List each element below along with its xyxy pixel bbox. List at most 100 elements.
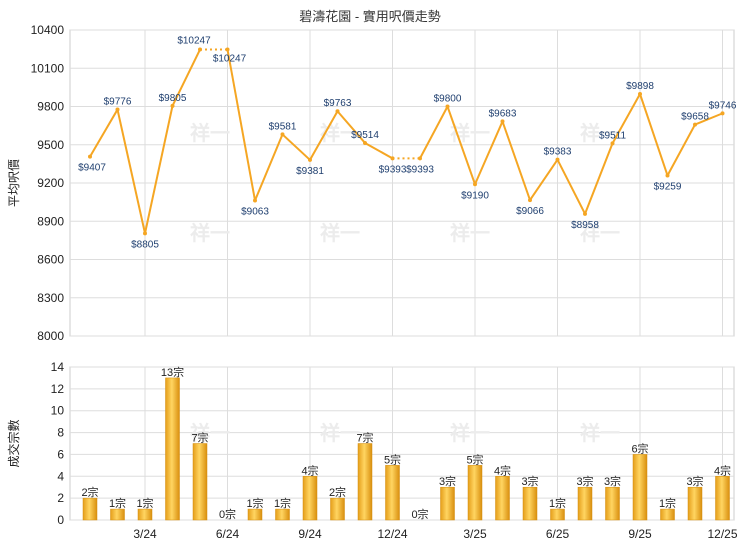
x-tick-label: 9/24 bbox=[298, 527, 322, 541]
volume-bar bbox=[137, 508, 153, 521]
watermark: 祥一 bbox=[190, 121, 230, 145]
price-data-label: $9393 bbox=[379, 164, 407, 175]
price-data-label: $9776 bbox=[104, 97, 132, 108]
price-point bbox=[583, 211, 587, 216]
volume-bar-label: 2宗 bbox=[329, 485, 346, 499]
price-line-segment bbox=[419, 106, 449, 159]
volume-bar bbox=[302, 476, 318, 521]
price-line-segment bbox=[116, 109, 146, 234]
price-data-label: $9407 bbox=[78, 163, 106, 174]
volume-bar-label: 3宗 bbox=[686, 474, 703, 488]
price-data-label: $9763 bbox=[324, 98, 352, 109]
watermark: 祥一 bbox=[580, 221, 620, 245]
price-line-segment bbox=[611, 93, 641, 144]
watermark: 祥一 bbox=[320, 221, 360, 245]
volume-y-tick-label: 0 bbox=[57, 513, 64, 527]
x-tick-label: 9/25 bbox=[628, 527, 652, 541]
price-point bbox=[638, 92, 642, 97]
volume-bar-label: 3宗 bbox=[576, 474, 593, 488]
price-point bbox=[693, 122, 697, 127]
price-data-label: $9805 bbox=[159, 93, 187, 104]
price-point bbox=[500, 119, 505, 124]
price-point bbox=[390, 156, 395, 161]
volume-bar-label: 1宗 bbox=[246, 496, 263, 510]
volume-bar bbox=[275, 508, 290, 521]
price-line-segment bbox=[254, 134, 284, 201]
price-data-label: $8958 bbox=[571, 220, 599, 231]
price-y-tick-label: 9200 bbox=[37, 176, 64, 190]
price-line-segment bbox=[281, 133, 311, 161]
price-data-label: $9511 bbox=[599, 130, 627, 141]
price-data-label: $9683 bbox=[489, 108, 517, 119]
price-y-axis-label: 平均呎價 bbox=[7, 159, 21, 207]
price-point bbox=[88, 154, 92, 159]
x-tick-label: 6/25 bbox=[546, 527, 570, 541]
volume-bar bbox=[577, 486, 593, 521]
price-line-segment bbox=[309, 110, 339, 161]
price-line-segment bbox=[144, 105, 174, 234]
price-data-label: $9898 bbox=[626, 81, 654, 92]
volume-bar-label: 1宗 bbox=[109, 496, 126, 510]
volume-bar-label: 4宗 bbox=[494, 463, 511, 477]
volume-bar-label: 3宗 bbox=[439, 474, 456, 488]
volume-bar-label: 0宗 bbox=[219, 507, 236, 521]
volume-bar-label: 13宗 bbox=[161, 365, 184, 379]
volume-bar-label: 7宗 bbox=[356, 431, 373, 445]
price-y-tick-label: 8300 bbox=[37, 291, 64, 305]
volume-bar bbox=[467, 465, 483, 521]
volume-bar bbox=[192, 443, 208, 521]
volume-y-tick-label: 2 bbox=[57, 491, 64, 505]
volume-y-tick-label: 8 bbox=[57, 426, 64, 440]
price-data-label: $10247 bbox=[177, 36, 211, 47]
price-point bbox=[610, 141, 615, 146]
price-data-label: $9066 bbox=[516, 206, 544, 217]
price-line-segment bbox=[89, 109, 119, 158]
volume-bar-label: 1宗 bbox=[549, 496, 566, 510]
price-point bbox=[198, 47, 202, 52]
volume-bar bbox=[357, 443, 373, 521]
price-line-segment bbox=[226, 49, 256, 201]
volume-bar bbox=[385, 465, 400, 521]
price-data-label: $9063 bbox=[241, 206, 269, 217]
price-data-label: $9190 bbox=[461, 190, 489, 201]
volume-bar bbox=[247, 508, 263, 521]
price-point bbox=[335, 109, 340, 114]
watermark: 祥一 bbox=[190, 221, 230, 245]
volume-bar-label: 1宗 bbox=[274, 496, 291, 510]
volume-bar-label: 6宗 bbox=[631, 441, 648, 455]
volume-y-tick-label: 6 bbox=[57, 447, 64, 461]
volume-bar bbox=[715, 476, 730, 521]
price-y-tick-label: 8000 bbox=[37, 329, 64, 343]
watermark: 祥一 bbox=[320, 121, 360, 145]
price-point bbox=[143, 231, 147, 236]
volume-bar-label: 5宗 bbox=[384, 452, 401, 466]
price-line-segment bbox=[666, 124, 696, 176]
price-data-label: $9746 bbox=[709, 100, 737, 111]
price-point bbox=[665, 173, 670, 178]
x-tick-label: 12/24 bbox=[377, 527, 407, 541]
price-point bbox=[363, 140, 367, 145]
chart-title: 碧濤花園 - 實用呎價走勢 bbox=[299, 9, 441, 24]
watermark: 祥一 bbox=[450, 421, 490, 445]
volume-bar-label: 0宗 bbox=[411, 507, 428, 521]
price-line-segment bbox=[474, 121, 504, 185]
price-point bbox=[445, 104, 450, 109]
price-data-label: $9381 bbox=[296, 166, 324, 177]
price-y-tick-label: 9800 bbox=[37, 100, 64, 114]
volume-bar-label: 4宗 bbox=[301, 463, 318, 477]
price-point bbox=[473, 182, 477, 187]
price-y-tick-label: 9500 bbox=[37, 138, 64, 152]
volume-bar bbox=[330, 497, 345, 521]
volume-bar bbox=[550, 508, 565, 521]
price-data-label: $9581 bbox=[269, 121, 297, 132]
volume-bar bbox=[687, 486, 703, 521]
price-y-tick-label: 10400 bbox=[31, 23, 65, 37]
volume-bar-label: 2宗 bbox=[81, 485, 98, 499]
volume-bar bbox=[605, 486, 620, 521]
price-point bbox=[225, 47, 230, 52]
volume-y-tick-label: 12 bbox=[51, 382, 65, 396]
price-point bbox=[253, 198, 257, 203]
x-tick-label: 3/25 bbox=[463, 527, 487, 541]
price-data-label: $9514 bbox=[351, 130, 379, 141]
watermark: 祥一 bbox=[320, 421, 360, 445]
